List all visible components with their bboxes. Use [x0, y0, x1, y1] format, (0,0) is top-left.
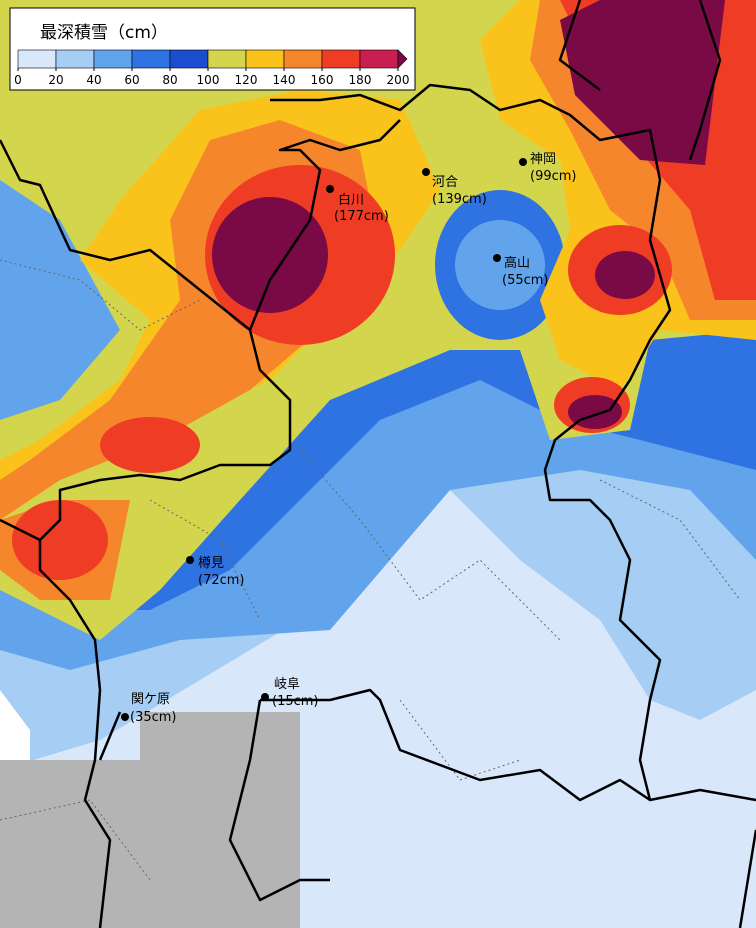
colorbar-segment: [131, 49, 171, 69]
colorbar-segment: [169, 49, 209, 69]
station-value: (35cm): [130, 710, 177, 725]
tick-label: 20: [48, 73, 63, 87]
tick-label: 0: [14, 73, 22, 87]
station-name: 樽見: [198, 555, 224, 571]
colorbar-segment: [17, 49, 57, 69]
tick-label: 100: [197, 73, 220, 87]
station-value: (72cm): [198, 573, 245, 588]
stations: 白川(177cm) 河合 (139cm) 神岡 (99cm) 高山 (55cm) 樽見 (72c…: [121, 152, 577, 725]
station-name: 白川: [338, 192, 364, 208]
station-value: (15cm): [272, 694, 319, 709]
tick-label: 80: [162, 73, 177, 87]
station-dot: [261, 693, 269, 701]
colorbar: 0 20 40 60 80 100 120 140 160 180 200: [14, 49, 410, 87]
colorbar-segment: [359, 49, 399, 69]
station-value: (55cm): [502, 273, 549, 288]
legend-title: 最深積雪（cm）: [40, 23, 168, 43]
colorbar-segment: [283, 49, 323, 69]
colorbar-segment: [93, 49, 133, 69]
station-dot: [493, 254, 501, 262]
station-dot: [326, 185, 334, 193]
station-name: 高山: [504, 255, 530, 271]
station-dot: [121, 713, 129, 721]
tick-label: 60: [124, 73, 139, 87]
station-name: 河合: [432, 175, 458, 190]
station-dot: [186, 556, 194, 564]
station-value: (139cm): [432, 192, 487, 207]
station-dot: [422, 168, 430, 176]
legend: 最深積雪（cm） 0 20 40 60 80 100 120 140 160 180 200: [9, 7, 416, 91]
station-name: 岐阜: [274, 676, 300, 692]
tick-label: 180: [349, 73, 372, 87]
tick-label: 160: [311, 73, 334, 87]
colorbar-segment: [55, 49, 95, 69]
station-name: 関ケ原: [131, 692, 170, 707]
tick-label: 120: [235, 73, 258, 87]
station-dot: [519, 158, 527, 166]
colorbar-segment: [245, 49, 285, 69]
tick-label: 40: [86, 73, 101, 87]
station-value: (177cm): [334, 209, 389, 224]
station-value: (99cm): [530, 169, 577, 184]
colorbar-segment: [321, 49, 361, 69]
station-name: 神岡: [530, 152, 556, 167]
tick-label: 200: [387, 73, 410, 87]
colorbar-over: [397, 49, 408, 69]
colorbar-segment: [207, 49, 247, 69]
tick-label: 140: [273, 73, 296, 87]
